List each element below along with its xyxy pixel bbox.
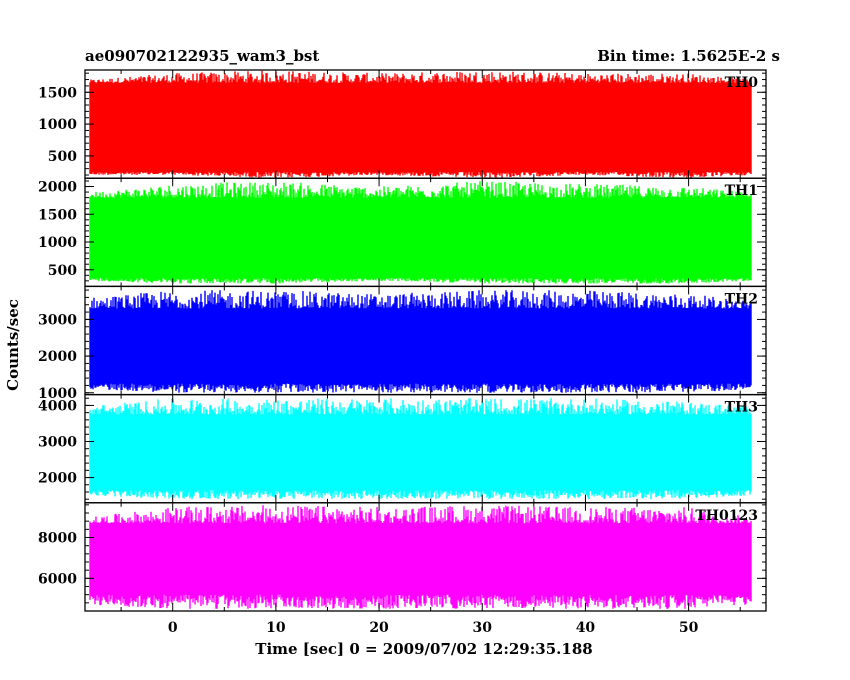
y-tick-label: 1000 [38, 117, 77, 133]
x-tick-label: 0 [168, 620, 178, 636]
x-tick-label: 30 [473, 620, 493, 636]
panel-label: TH2 [725, 291, 758, 307]
y-tick-label: 500 [48, 149, 77, 165]
y-tick-label: 1000 [38, 386, 77, 402]
x-axis-label: Time [sec] 0 = 2009/07/02 12:29:35.188 [255, 640, 592, 658]
panel-label: TH0 [725, 75, 759, 91]
series-th0-line [89, 70, 752, 178]
y-tick-label: 3000 [38, 312, 77, 328]
panel-frame [84, 502, 767, 612]
panel-label: TH3 [725, 400, 758, 416]
y-tick-label: 2000 [38, 349, 77, 365]
x-tick-label: 10 [266, 620, 286, 636]
y-tick-label: 1500 [38, 85, 77, 101]
y-tick-label: 1000 [38, 235, 77, 251]
panel-label: TH0123 [695, 508, 758, 524]
panel-label: TH1 [725, 183, 758, 199]
panel-th3: 2000 3000 4000 TH3 [38, 393, 767, 504]
panel-th1: 500 1000 1500 2000 TH1 [38, 177, 767, 288]
bin-time-label: Bin time: 1.5625E-2 s [597, 47, 780, 65]
y-tick-label: 4000 [38, 398, 77, 414]
y-tick-label: 2000 [38, 180, 77, 196]
y-tick-label: 6000 [38, 571, 77, 587]
y-tick-label: 3000 [38, 434, 77, 450]
y-axis-label: Counts/sec [4, 299, 22, 391]
plot-title: ae090702122935_wam3_bst [85, 47, 319, 65]
series-th0123-line [89, 505, 752, 609]
x-tick-label: 20 [369, 620, 389, 636]
panel-th0123: 6000 8000 TH0123 [38, 502, 767, 612]
y-tick-label: 2000 [38, 471, 77, 487]
y-tick-label: 1500 [38, 207, 77, 223]
y-tick-label: 8000 [38, 531, 77, 547]
series-th3-line [89, 398, 752, 500]
x-tick-label: 50 [679, 620, 699, 636]
panel-th0: 500 1000 1500 TH0 [38, 69, 767, 179]
x-tick-label: 40 [576, 620, 596, 636]
panel-th2: 1000 2000 3000 TH2 [38, 285, 767, 402]
series-th2-line [89, 290, 752, 393]
y-tick-label: 500 [48, 263, 77, 279]
series-th1-line [89, 181, 752, 284]
